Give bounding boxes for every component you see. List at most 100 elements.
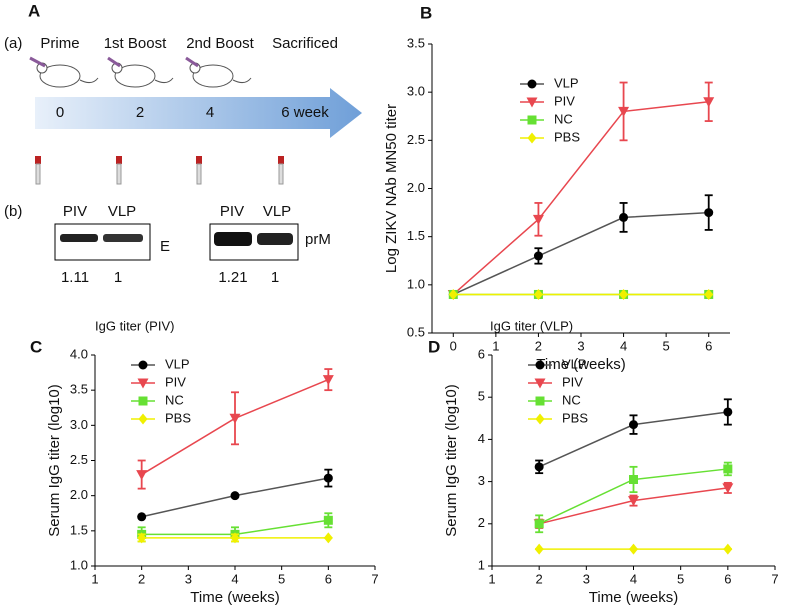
marker [535, 360, 545, 370]
blood-tubes [35, 156, 284, 185]
syringes [29, 56, 199, 68]
marker [526, 97, 538, 108]
y-tick-label: 2.0 [70, 487, 88, 502]
marker [322, 375, 334, 386]
marker [527, 79, 537, 89]
event-label: Sacrificed [272, 35, 338, 52]
legend-label: PBS [554, 129, 580, 144]
x-tick-label: 1 [492, 338, 499, 353]
marker [619, 288, 629, 300]
marker [136, 470, 148, 481]
y-tick-label: 4.0 [70, 346, 88, 361]
ratio: 1 [114, 269, 122, 286]
marker [619, 212, 629, 222]
x-tick-label: 5 [663, 338, 670, 353]
marker [704, 208, 714, 218]
blot-label: (b) [4, 203, 22, 220]
event-label: 1st Boost [104, 35, 167, 52]
x-tick-label: 1 [488, 571, 495, 586]
panel-a: A (a) Prime 1st Boost 2nd Boost Sacrific… [4, 1, 362, 286]
legend-label: PIV [165, 374, 186, 389]
marker [629, 420, 638, 430]
panel-letter: B [420, 3, 432, 22]
x-tick-label: 2 [536, 571, 543, 586]
lane-label: VLP [108, 203, 136, 220]
y-tick-label: 3.5 [407, 35, 425, 50]
lane-label: PIV [63, 203, 87, 220]
marker [723, 407, 733, 417]
panel-letter: A [28, 1, 40, 20]
x-tick-label: 6 [325, 571, 332, 586]
y-tick-label: 2 [478, 515, 485, 530]
x-tick-label: 7 [771, 571, 778, 586]
x-tick-label: 6 [705, 338, 712, 353]
x-tick-label: 2 [535, 338, 542, 353]
y-tick-label: 2.5 [70, 452, 88, 467]
marker [535, 396, 545, 406]
series-line [452, 211, 709, 296]
ratio: 1.11 [61, 269, 89, 286]
x-axis-label: Time (weeks) [589, 589, 678, 606]
event-label: 2nd Boost [186, 35, 254, 52]
panel-letter: D [428, 337, 440, 356]
legend-label: PBS [562, 410, 588, 425]
x-tick-label: 4 [630, 571, 637, 586]
marker [534, 462, 544, 472]
marker [230, 532, 240, 544]
marker [137, 512, 147, 522]
x-tick-label: 3 [185, 571, 192, 586]
time-label: 6 week [281, 104, 329, 121]
y-tick-label: 5 [478, 389, 485, 404]
marker [533, 251, 543, 261]
x-tick-label: 1 [91, 571, 98, 586]
marker [532, 214, 544, 225]
x-tick-label: 5 [677, 571, 684, 586]
x-tick-label: 4 [231, 571, 238, 586]
y-tick-label: 3.0 [70, 417, 88, 432]
protein-label: prM [305, 231, 331, 248]
y-tick-label: 4 [478, 431, 485, 446]
timeline-label: (a) [4, 35, 22, 52]
x-tick-label: 6 [724, 571, 731, 586]
marker [138, 413, 148, 425]
time-label: 0 [56, 104, 64, 121]
ratio: 1.21 [218, 269, 247, 286]
marker [534, 519, 544, 529]
lane-label: PIV [220, 203, 244, 220]
blot-band [257, 233, 293, 245]
marker [534, 543, 544, 555]
legend-label: VLP [554, 75, 579, 90]
y-axis-label: Serum IgG titer (log10) [443, 384, 460, 537]
marker [323, 473, 333, 483]
y-tick-label: 0.5 [407, 324, 425, 339]
x-axis-label: Time (weeks) [536, 356, 625, 373]
chart-title: IgG titer (PIV) [95, 318, 174, 333]
marker [533, 288, 543, 300]
marker [723, 464, 733, 474]
marker [230, 491, 240, 501]
marker [323, 532, 333, 544]
marker [535, 413, 545, 425]
y-tick-label: 6 [478, 346, 485, 361]
y-axis-label: Log ZIKV NAb MN50 titer [383, 104, 400, 273]
marker [704, 288, 714, 300]
legend-label: NC [562, 392, 581, 407]
y-axis-label: Serum IgG titer (log10) [46, 384, 63, 537]
marker [618, 106, 630, 117]
marker [229, 413, 241, 424]
marker [723, 543, 733, 555]
marker [137, 378, 149, 389]
marker [138, 396, 148, 406]
marker [138, 360, 148, 370]
event-label: Prime [40, 35, 79, 52]
marker [527, 115, 537, 125]
y-tick-label: 1.0 [407, 276, 425, 291]
x-tick-label: 7 [371, 571, 378, 586]
legend-label: PIV [554, 93, 575, 108]
y-tick-label: 1.0 [70, 557, 88, 572]
marker [722, 483, 734, 494]
marker [448, 288, 458, 300]
protein-label: E [160, 238, 170, 255]
marker [534, 378, 546, 389]
